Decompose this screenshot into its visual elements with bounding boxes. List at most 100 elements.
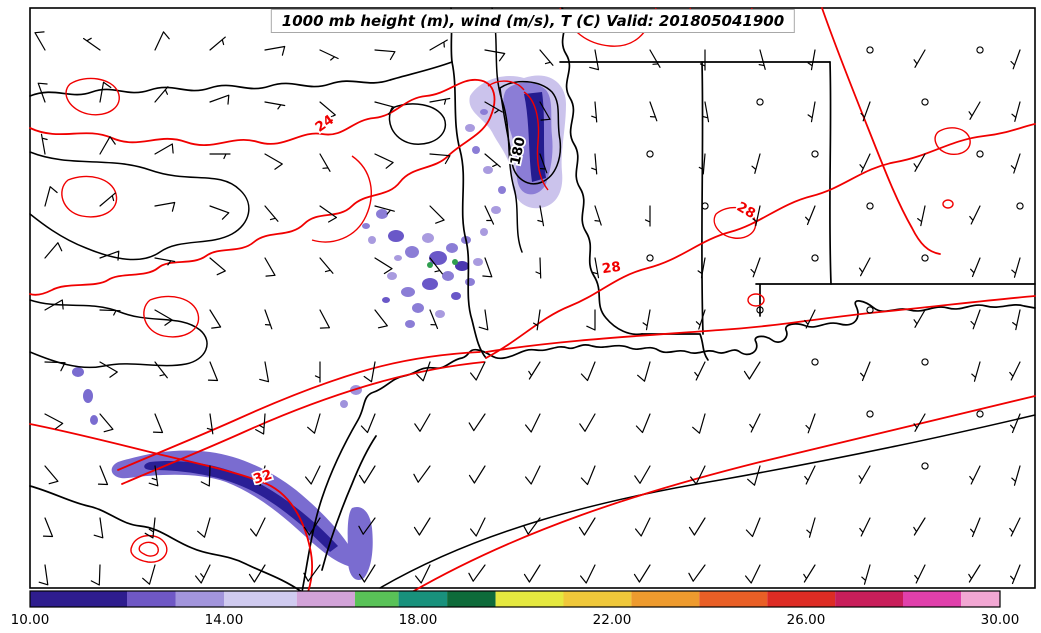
wind-barb [586,309,596,331]
wind-barb [206,413,214,435]
wind-barb [969,465,981,485]
calm-wind-circle [646,254,654,262]
temp-contour [747,127,971,307]
colorbar-segment [835,591,903,607]
calm-wind-circle [921,358,929,366]
wind-barb [319,309,330,329]
wind-barb [154,31,170,51]
wind-barb [90,564,101,586]
wind-barb [697,257,706,279]
wind-barb [42,517,54,538]
wind-barb [1010,49,1021,70]
colorbar-segment [354,591,399,607]
wind-barb [749,413,761,433]
wind-barb [429,205,445,224]
wind-barb [858,257,871,277]
wind-barb [152,413,164,434]
contour-label: 28 [601,259,622,277]
wind-barb [44,186,58,207]
wind-barb [209,205,230,220]
wind-barb [319,101,336,120]
al-ga-border [828,61,832,285]
wind-barb [99,361,118,378]
wind-barb [695,309,706,330]
wind-barb [99,136,116,155]
wind-barb [197,517,211,538]
wind-barb [259,361,270,383]
wind-barb [970,309,981,330]
wind-barb [807,101,816,123]
temp-contour [65,77,120,116]
wind-barb [968,101,981,120]
wind-barb [745,564,761,584]
wind-barb [374,309,388,329]
wind-barb [484,101,503,114]
wind-barb [484,153,501,168]
temp-contour-28 [485,123,1036,359]
wind-barb [533,309,541,331]
wind-barb [83,37,101,51]
wind-barb [580,361,596,382]
wind-barb [429,39,448,51]
wind-barb [37,82,48,103]
wind-barb [470,517,486,537]
wind-barb [591,101,598,123]
wind-barb [34,31,46,51]
wind-barb [1011,257,1021,278]
wind-barb [429,257,443,275]
wind-barb [914,564,926,584]
colorbar-segment [175,591,224,607]
colorbar-segment [961,591,1000,607]
wind-barb [649,101,658,122]
wind-barb [970,257,981,278]
wind-barb [971,361,981,382]
wind-barb [154,361,168,379]
precip-blob [524,92,546,182]
wind-barb [148,465,159,487]
calm-wind-circle [811,254,819,262]
wind-barb [209,36,226,51]
wind-barb [633,564,651,583]
wind-barb [142,564,156,585]
wind-barb [250,517,266,537]
title-box: 1000 mb height (m), wind (m/s), T (C) Va… [270,9,796,33]
wind-barb [429,309,439,330]
wind-barb [860,101,871,122]
colorbar-segment [296,591,355,607]
calm-wind-circle [756,306,764,314]
wind-barb [209,94,230,105]
tx-la-border [451,61,487,359]
wind-barb [248,564,266,583]
calm-wind-circle [976,410,984,418]
wind-barb [968,564,981,583]
calm-wind-circle [1016,202,1024,210]
wind-barb [539,49,554,66]
colorbar-segment [447,591,496,607]
wind-barb [861,564,871,585]
plot-title: 1000 mb height (m), wind (m/s), T (C) Va… [281,12,785,30]
wind-barb [470,361,486,381]
calm-wind-circle [701,202,709,210]
wind-barb [414,413,431,432]
calm-wind-circle [866,410,874,418]
wind-barb [99,192,116,207]
wind-barb [525,413,541,433]
temp-contour [311,155,372,243]
wind-barb [319,205,337,223]
wind-barb [468,413,486,432]
wind-barb [702,101,710,123]
wind-barb [38,564,49,586]
wind-barb [580,564,596,584]
wind-barb [429,153,451,165]
wind-barb [40,133,48,155]
wind-barb [303,564,321,582]
red-river-border [29,61,453,97]
wind-barb [535,257,542,279]
calm-wind-circle [921,98,929,106]
wind-barb [525,465,541,485]
wind-barb [255,413,266,435]
calm-wind-circle [866,202,874,210]
wind-barb [649,49,661,68]
rio-grande [29,485,303,593]
